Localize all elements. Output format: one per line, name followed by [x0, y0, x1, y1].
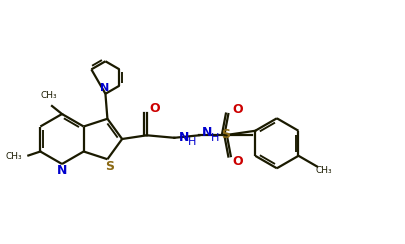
- Text: N: N: [179, 131, 189, 144]
- Text: CH₃: CH₃: [6, 152, 22, 161]
- Text: H: H: [188, 137, 196, 147]
- Text: N: N: [57, 164, 67, 177]
- Text: O: O: [232, 102, 242, 116]
- Text: N: N: [202, 126, 212, 139]
- Text: O: O: [149, 102, 160, 115]
- Text: S: S: [220, 128, 229, 141]
- Text: H: H: [211, 133, 219, 143]
- Text: CH₃: CH₃: [40, 91, 57, 100]
- Text: CH₃: CH₃: [315, 166, 331, 175]
- Text: S: S: [104, 160, 114, 173]
- Text: N: N: [100, 83, 109, 93]
- Text: O: O: [232, 155, 242, 168]
